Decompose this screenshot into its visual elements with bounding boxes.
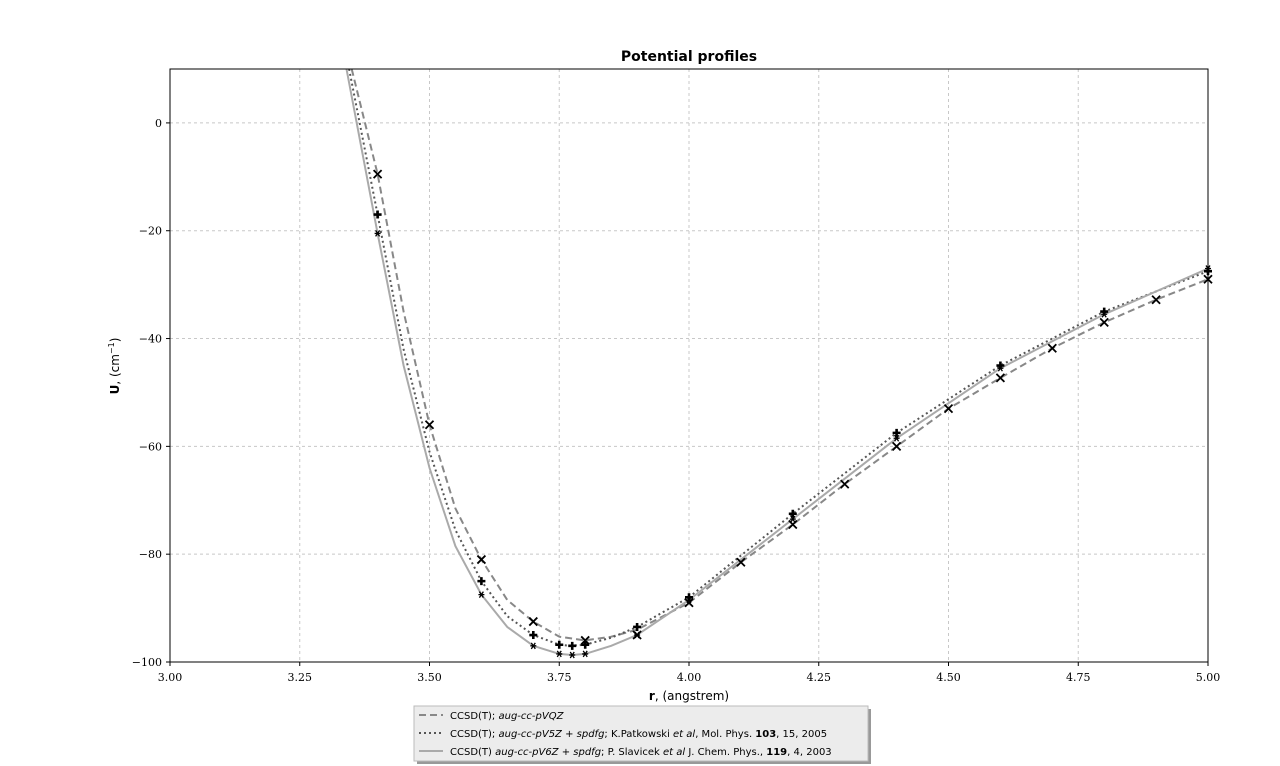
y-axis-label: U, (cm−1) <box>107 338 122 395</box>
marker-vqz <box>891 441 902 452</box>
chart-title: Potential profiles <box>621 49 757 65</box>
marker-v5z <box>477 577 486 586</box>
x-tick-label: 3.00 <box>158 671 183 684</box>
marker-v6z <box>569 651 576 659</box>
legend-label-part: 103 <box>755 729 776 740</box>
marker-v5z <box>892 428 901 437</box>
legend-label-part: ; P. Slavicek <box>601 747 663 758</box>
legend-label-part: J. Chem. Phys., <box>685 747 766 758</box>
marker-v6z <box>997 364 1004 372</box>
marker-v5z <box>555 640 564 649</box>
y-tick-label: −40 <box>139 333 162 346</box>
marker-vqz <box>1151 295 1161 305</box>
legend-label-part: CCSD(T) <box>450 747 495 758</box>
legend-label-part: CCSD(T); <box>450 729 498 740</box>
x-tick-label: 3.50 <box>417 671 442 684</box>
marker-v5z <box>581 640 590 649</box>
legend-label-part: et al <box>663 747 685 758</box>
y-axis-label-close: ) <box>108 338 122 343</box>
marker-v6z <box>582 650 589 658</box>
marker-layer <box>372 169 1213 659</box>
legend-label-part: , 4, 2003 <box>787 747 832 758</box>
marker-v5z <box>633 622 642 631</box>
series-line-v6z <box>345 69 1208 657</box>
x-tick-label: 5.00 <box>1196 671 1221 684</box>
x-axis-label-text: , (angstrem) <box>655 689 729 703</box>
series-line-vqz <box>350 69 1208 642</box>
series-layer <box>345 69 1208 657</box>
marker-vqz <box>528 616 538 627</box>
marker-vqz <box>788 519 798 530</box>
marker-vqz <box>476 554 487 565</box>
marker-v6z <box>634 631 641 639</box>
marker-v6z <box>1101 310 1108 318</box>
marker-vqz <box>840 479 850 489</box>
marker-v6z <box>478 591 485 598</box>
marker-vqz <box>1099 317 1109 328</box>
x-tick-label: 4.00 <box>677 671 702 684</box>
legend-label-part: , 15, 2005 <box>776 729 827 740</box>
x-tick-label: 3.25 <box>288 671 313 684</box>
marker-v6z <box>556 650 563 658</box>
marker-vqz <box>1047 343 1057 353</box>
legend-label-part: aug-cc-pV5Z + spdfg <box>498 729 604 740</box>
legend-label-part: CCSD(T); <box>450 711 498 722</box>
legend-label-part: et al <box>673 729 695 740</box>
axis-ticks: 3.00 3.25 3.50 3.75 4.00 4.25 4.50 4.75 5.00 0 −20… <box>132 117 1220 684</box>
legend-label-v6z: CCSD(T) aug-cc-pV6Z + spdfg; P. Slavicek… <box>450 747 832 758</box>
marker-vqz <box>995 373 1006 383</box>
legend-label-v5z: CCSD(T); aug-cc-pV5Z + spdfg; K.Patkowsk… <box>450 729 827 740</box>
marker-v5z <box>373 210 382 219</box>
y-tick-label: −20 <box>139 225 162 238</box>
legend-label-part: aug-cc-pVQZ <box>498 711 564 722</box>
marker-v6z <box>374 230 381 237</box>
marker-vqz <box>943 403 954 414</box>
marker-vqz <box>372 169 383 179</box>
legend-label-vqz: CCSD(T); aug-cc-pVQZ <box>450 711 565 722</box>
legend-label-part: aug-cc-pV6Z + spdfg <box>495 747 601 758</box>
legend-label-part: ; K.Patkowski <box>604 729 673 740</box>
grid <box>170 69 1208 662</box>
x-tick-label: 4.75 <box>1066 671 1091 684</box>
x-tick-label: 3.75 <box>547 671 572 684</box>
legend-label-part: , Mol. Phys. <box>695 729 755 740</box>
y-tick-label: 0 <box>155 117 162 130</box>
series-line-v5z <box>348 69 1208 647</box>
marker-vqz <box>580 635 590 646</box>
marker-v6z <box>686 596 692 604</box>
x-axis-label-symbol: r <box>649 689 655 703</box>
legend-label-part: 119 <box>766 747 787 758</box>
marker-v6z <box>530 642 537 650</box>
marker-v5z <box>788 509 797 518</box>
marker-v5z <box>568 641 577 650</box>
marker-vqz <box>736 557 746 567</box>
legend-box <box>413 705 869 762</box>
y-axis-label-sup: −1 <box>107 342 116 354</box>
y-tick-label: −100 <box>132 656 162 669</box>
y-tick-label: −80 <box>139 548 162 561</box>
x-tick-label: 4.50 <box>936 671 961 684</box>
x-axis-label: r, (angstrem) <box>649 689 729 703</box>
marker-v6z <box>789 515 796 523</box>
y-tick-label: −60 <box>139 440 162 453</box>
y-axis-label-symbol: U <box>108 385 122 395</box>
marker-v5z <box>529 631 538 640</box>
x-tick-label: 4.25 <box>807 671 832 684</box>
y-axis-label-text: , (cm <box>108 354 122 385</box>
marker-vqz <box>424 420 435 430</box>
marker-v6z <box>893 434 900 442</box>
